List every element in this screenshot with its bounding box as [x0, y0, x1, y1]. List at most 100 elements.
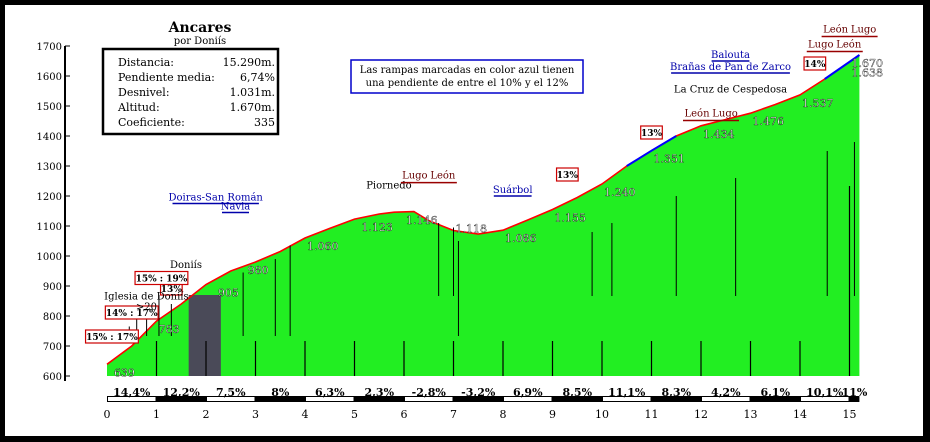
place-label-2: >20 [136, 302, 157, 313]
segment-grade-4: 6,3% [315, 386, 345, 399]
junction-right-3: Lugo [851, 25, 877, 36]
altitude-label-11: 1.351 [654, 153, 686, 166]
grade-tag-2: 13% [161, 285, 183, 295]
y-tick-label-1700: 1700 [37, 42, 62, 53]
altitude-label-12: 1.434 [703, 128, 735, 141]
grade-tag-box-6 [803, 56, 827, 71]
segment-grade-11: 8,3% [661, 386, 691, 399]
info-label-distance: Distancia: [118, 56, 174, 69]
y-tick-label-1200: 1200 [37, 192, 62, 203]
altitude-label-10: 1.240 [604, 186, 636, 199]
y-tick-label-1300: 1300 [37, 162, 62, 173]
y-tick-label-1500: 1500 [37, 102, 62, 113]
chart-title: Ancares [168, 20, 232, 36]
altitude-label-16: 1.638 [852, 67, 884, 80]
segment-grade-12: 4,2% [711, 386, 741, 399]
junction-left-2: Lugo [808, 40, 834, 51]
x-axis-segment-13 [702, 397, 750, 401]
altitude-label-9: 1.155 [555, 212, 587, 225]
altitude-label-2: 905 [218, 287, 239, 300]
altitude-label-15: 1.670 [852, 57, 884, 70]
axis-layer: 6007008009001000110012001300140015001600… [37, 42, 860, 421]
chart-frame: 600 700 800 900 1000 1100 1200 1300 1400 1500 1600… [5, 5, 923, 436]
info-box: Distancia: 15.290m. Pendiente media: 6,7… [101, 47, 280, 136]
grade-tag-1: 14% : 17% [106, 309, 158, 319]
info-value-distance: 15.290m. [223, 56, 275, 69]
info-value-coefficient: 335 [254, 116, 275, 129]
pass-label-0: Doiras-San Román [169, 193, 264, 204]
x-axis-segment-11 [603, 397, 651, 401]
segment-grade-9: 8,5% [562, 386, 592, 399]
altitude-label-13: 1.476 [753, 115, 785, 128]
segment-grade-14: 10,1% [806, 386, 844, 399]
segment-grade-0: 14,4% [113, 386, 151, 399]
y-tick-label-700: 700 [43, 342, 62, 353]
segment-grade-8: 6,9% [513, 386, 543, 399]
chart-subtitle: por Doniís [174, 36, 226, 47]
info-label-slope: Pendiente media: [118, 71, 215, 84]
altitude-label-3: 980 [248, 264, 269, 277]
steep-ramp-line-2 [824, 54, 860, 80]
x-tick-label-7: 7 [450, 408, 457, 421]
y-tick-label-600: 600 [43, 372, 62, 383]
x-axis-segment-7 [405, 397, 453, 401]
x-axis-segment-5 [306, 397, 354, 401]
grade-tag-box-4 [555, 167, 579, 182]
info-label-gain: Desnivel: [118, 86, 170, 99]
x-tick-label-5: 5 [351, 408, 358, 421]
grade-tag-3: 15% : 19% [136, 275, 188, 285]
grade-tag-box-1 [104, 305, 159, 320]
pass-label-2: Suárbol [493, 185, 533, 196]
info-value-gain: 1.031m. [230, 86, 275, 99]
junction-right-2: León [836, 40, 862, 51]
y-tick-label-1100: 1100 [37, 222, 62, 233]
x-axis-segment-9 [504, 397, 552, 401]
x-tick-label-0: 0 [104, 408, 111, 421]
grade-tag-0: 15% : 17% [86, 333, 138, 343]
note-line-1: Las rampas marcadas en color azul tienen [360, 65, 575, 76]
altitude-label-0: 639 [114, 366, 135, 379]
info-label-coefficient: Coeficiente: [118, 116, 185, 129]
profile-area [107, 55, 860, 376]
grade-tag-box-0 [84, 329, 139, 344]
x-tick-label-14: 14 [793, 408, 807, 421]
x-axis-segment-1 [108, 397, 156, 401]
junction-right-1: Lugo [712, 109, 738, 120]
segment-grade-6: -2,8% [412, 386, 447, 399]
junction-left-0: Lugo [402, 171, 428, 182]
segment-grade-5: 2,3% [364, 386, 394, 399]
x-tick-label-2: 2 [203, 408, 210, 421]
y-tick-label-800: 800 [43, 312, 62, 323]
altitude-label-1: 783 [159, 323, 180, 336]
segment-grade-2: 7,5% [216, 386, 246, 399]
x-tick-label-4: 4 [302, 408, 309, 421]
y-tick-label-900: 900 [43, 282, 62, 293]
text-layer: 14,4% 12,2% 7,5% 8% 6,3% 2,3% -2,8% -3,2% 6,9% 8,… [84, 25, 884, 399]
x-tick-label-15: 15 [843, 408, 857, 421]
x-tick-label-3: 3 [252, 408, 259, 421]
steep-ramp-line-1 [626, 135, 677, 167]
x-tick-label-8: 8 [500, 408, 507, 421]
segment-grade-3: 8% [271, 386, 290, 399]
altitude-label-7: 1.118 [456, 223, 488, 236]
x-tick-label-9: 9 [549, 408, 556, 421]
pass-label-1: Navia [221, 202, 251, 213]
altitude-label-5: 1.123 [361, 221, 393, 234]
note-box: Las rampas marcadas en color azul tienen… [350, 59, 584, 94]
place-label-4: La Cruz de Cespedosa [674, 85, 787, 96]
x-tick-label-12: 12 [694, 408, 708, 421]
place-label-3: Piornedo [366, 181, 412, 192]
place-label-0: Iglesia de Doniís [104, 292, 188, 303]
profile-fill [107, 55, 860, 376]
grade-tag-box-5 [640, 125, 663, 140]
segment-grade-13: 6,1% [760, 386, 790, 399]
info-value-slope: 6,74% [240, 71, 275, 84]
segment-grade-10: 11,1% [608, 386, 646, 399]
junction-right-0: León [430, 171, 456, 182]
y-tick-label-1400: 1400 [37, 132, 62, 143]
info-value-altitude: 1.670m. [230, 101, 275, 114]
grade-tag-6: 14% [804, 60, 826, 70]
pass-label-3: Balouta [711, 50, 750, 61]
grade-tag-box-3 [134, 270, 189, 286]
junction-left-1: León [684, 109, 710, 120]
